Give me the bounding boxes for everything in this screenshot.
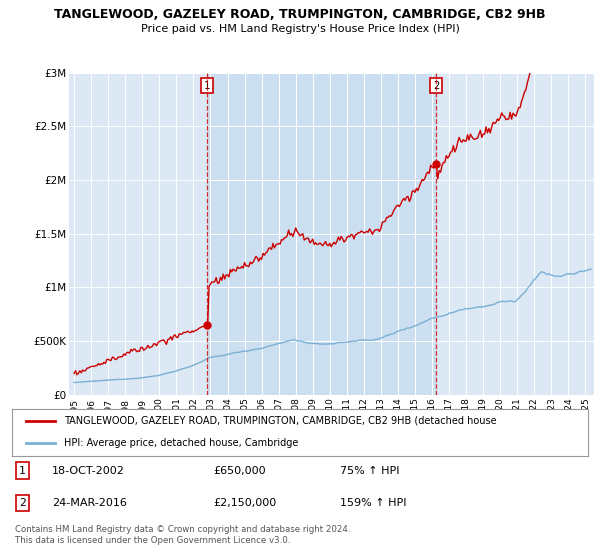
Text: 18-OCT-2002: 18-OCT-2002 [52,465,125,475]
Text: TANGLEWOOD, GAZELEY ROAD, TRUMPINGTON, CAMBRIDGE, CB2 9HB: TANGLEWOOD, GAZELEY ROAD, TRUMPINGTON, C… [54,8,546,21]
Text: TANGLEWOOD, GAZELEY ROAD, TRUMPINGTON, CAMBRIDGE, CB2 9HB (detached house: TANGLEWOOD, GAZELEY ROAD, TRUMPINGTON, C… [64,416,496,426]
Text: Price paid vs. HM Land Registry's House Price Index (HPI): Price paid vs. HM Land Registry's House … [140,24,460,34]
Text: 2: 2 [433,81,439,91]
Text: 24-MAR-2016: 24-MAR-2016 [52,498,127,508]
Text: 159% ↑ HPI: 159% ↑ HPI [340,498,407,508]
Text: HPI: Average price, detached house, Cambridge: HPI: Average price, detached house, Camb… [64,438,298,448]
Text: £2,150,000: £2,150,000 [214,498,277,508]
Text: 1: 1 [204,81,210,91]
Text: 1: 1 [19,465,26,475]
Text: £650,000: £650,000 [214,465,266,475]
Text: 75% ↑ HPI: 75% ↑ HPI [340,465,400,475]
Text: Contains HM Land Registry data © Crown copyright and database right 2024.
This d: Contains HM Land Registry data © Crown c… [15,525,350,545]
Bar [207,73,436,395]
Text: 2: 2 [19,498,26,508]
